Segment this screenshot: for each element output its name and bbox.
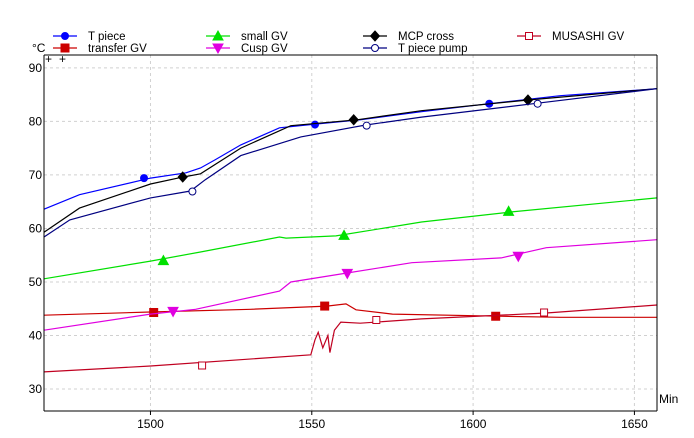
data-point [157,254,170,266]
legend-label: MCP cross [398,31,454,43]
data-point [540,308,549,317]
legend-item: MCP cross [363,30,454,43]
series-small-gv [43,197,658,280]
series-cusp-gv [43,239,658,331]
series-line [43,239,658,331]
y-tick-label: 50 [29,275,43,289]
legend-marker [525,32,533,40]
legend-marker [369,30,381,42]
ticks: 1500 1550 1600 1650 30 40 50 60 70 80 90 [29,61,648,431]
data-point [533,99,542,108]
data-point [362,121,371,130]
legend-item: MUSASHI GV [517,31,625,43]
x-axis-unit-label: Min [659,392,678,406]
data-point [311,120,320,129]
legend-item: T piece [53,31,126,43]
corner-mark: + [59,52,66,66]
axes: °C Min + + [32,41,678,412]
legend-item: T piece pump [363,43,467,55]
legend-label: Cusp GV [241,43,288,55]
y-tick-label: 80 [29,114,43,128]
data-point [149,307,159,317]
legend-marker [60,43,70,53]
data-point [491,311,501,321]
series-line [43,88,658,210]
x-tick-label: 1550 [298,417,325,431]
y-tick-label: 90 [29,61,43,75]
legend-label: T piece [88,31,126,43]
series-t-piece [43,88,658,210]
series-line [43,88,658,233]
series-line [43,304,658,373]
series-transfer-gv [43,301,657,321]
data-point [372,315,381,324]
legend-marker [371,44,379,52]
legend-item: transfer GV [53,43,147,55]
legend-item: small GV [206,29,288,43]
series-musashi-gv [43,304,658,373]
data-point [348,114,359,126]
data-point [522,94,534,106]
legend-marker [212,29,224,41]
series-mcp-cross [43,88,658,233]
series-group [43,88,658,373]
data-point [338,229,350,240]
series-line [43,197,658,280]
legend-marker [61,32,69,40]
series-t-piece-pump [43,88,658,238]
legend-label: transfer GV [88,43,147,55]
legend-label: small GV [241,31,288,43]
data-point [320,301,330,311]
y-axis-unit-label: °C [32,41,46,55]
x-tick-label: 1600 [460,417,487,431]
data-point [502,205,515,216]
data-point [341,268,354,280]
corner-mark: + [45,52,52,66]
data-point [140,174,149,183]
data-point [167,306,179,318]
x-tick-label: 1650 [621,417,648,431]
legend-label: MUSASHI GV [552,31,625,43]
series-line [43,88,658,238]
y-tick-label: 60 [29,221,43,235]
data-point [198,361,207,370]
legend-marker [212,43,224,55]
y-tick-label: 40 [29,329,43,343]
data-point [512,251,525,263]
series-line [43,303,657,318]
data-point [188,187,197,196]
data-point [177,171,188,183]
legend-item: Cusp GV [206,43,288,55]
y-tick-label: 30 [29,382,43,396]
y-tick-label: 70 [29,168,43,182]
legend-label: T piece pump [398,43,467,55]
x-tick-label: 1500 [137,417,164,431]
